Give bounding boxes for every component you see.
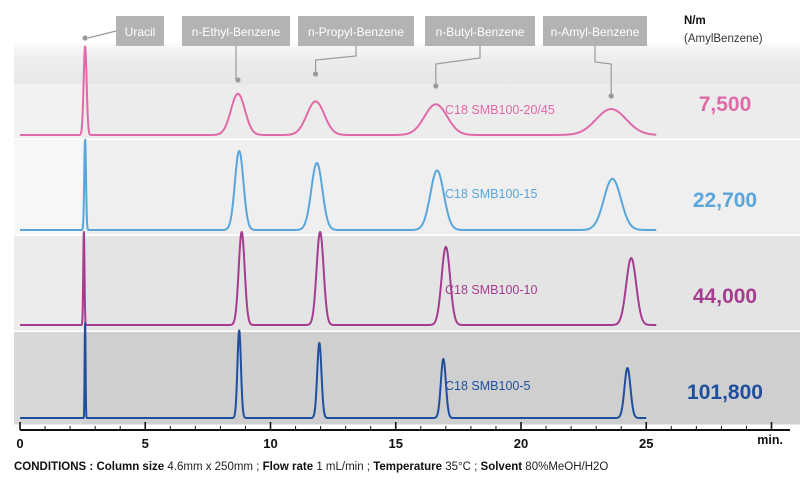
peak-callout-dot: [82, 35, 88, 41]
peak-label-box: [298, 16, 414, 46]
peak-callout-line: [87, 30, 117, 39]
nm-value: 7,500: [699, 93, 752, 116]
peak-callout-dot: [608, 93, 614, 99]
solvent-value: 80%MeOH/H2O: [525, 461, 609, 473]
solvent-label: Solvent: [480, 461, 523, 473]
column-size-value: 4.6mm x 250mm: [167, 461, 254, 473]
peak-label-5: n-Amyl-Benzene: [543, 16, 647, 99]
x-axis-label: min.: [757, 433, 783, 447]
x-tick-label: 25: [639, 436, 653, 451]
x-tick-label: 10: [263, 436, 277, 451]
peak-label-text: n-Butyl-Benzene: [436, 25, 525, 39]
panel-stripe: [207, 236, 334, 332]
panel-stripe: [207, 332, 334, 426]
peak-callout-line: [435, 46, 481, 86]
panel-stripe: [207, 140, 334, 236]
panel-stripe: [82, 140, 208, 236]
trace-3: [19, 231, 658, 326]
series-label: C18 SMB100-20/45: [445, 103, 555, 117]
panel-stripe: [333, 140, 459, 236]
panel-stripe: [82, 332, 208, 426]
peak-label-1: Uracil: [82, 16, 164, 46]
nm-value: 44,000: [693, 285, 757, 308]
flow-rate-label: Flow rate: [262, 461, 314, 473]
panel-stripe: [458, 140, 584, 236]
series-label: C18 SMB100-10: [445, 283, 537, 297]
peak-label-box: [543, 16, 647, 46]
nm-value: 101,800: [687, 381, 763, 404]
peak-callout-line: [314, 46, 357, 74]
temperature-label: Temperature: [373, 461, 443, 473]
separator: ;: [474, 461, 478, 473]
peak-label-text: n-Amyl-Benzene: [551, 25, 640, 39]
separator: ;: [256, 461, 260, 473]
panel-fade: [14, 44, 800, 84]
panel-stripe: [583, 236, 709, 332]
x-tick-label: 20: [514, 436, 528, 451]
trace-1: [19, 45, 658, 136]
peak-label-2: n-Ethyl-Benzene: [182, 16, 290, 83]
column-size-label: Column size: [96, 461, 165, 473]
nm-title: N/m: [684, 15, 706, 27]
panel-stripe: [458, 332, 584, 426]
series-label: C18 SMB100-5: [445, 379, 531, 393]
peak-label-4: n-Butyl-Benzene: [425, 16, 535, 89]
peak-callout-dot: [235, 77, 241, 83]
peak-callout-dot: [433, 83, 439, 89]
panel-stripe: [708, 332, 800, 426]
series-label: C18 SMB100-15: [445, 187, 537, 201]
trace-2: [19, 138, 658, 231]
peak-label-text: n-Ethyl-Benzene: [192, 25, 281, 39]
nm-subtitle: (AmylBenzene): [684, 33, 763, 45]
x-tick-label: 15: [389, 436, 403, 451]
panel-stripe: [82, 236, 208, 332]
panel-stripe: [458, 236, 584, 332]
panel-stripe: [583, 332, 709, 426]
peak-label-box: [425, 16, 535, 46]
x-tick-label: 5: [142, 436, 149, 451]
x-tick-label: 0: [16, 436, 23, 451]
panel-stripe: [708, 236, 800, 332]
peak-label-3: n-Propyl-Benzene: [298, 16, 414, 77]
peak-label-text: Uracil: [125, 25, 156, 39]
peak-label-box: [182, 16, 290, 46]
peak-callout-dot: [312, 71, 319, 77]
trace-4: [19, 322, 648, 419]
temperature-value: 35°C: [445, 461, 471, 473]
panel-stripe: [708, 140, 800, 236]
flow-rate-value: 1 mL/min: [316, 461, 364, 473]
conditions-text: CONDITIONS : Column size 4.6mm x 250mm ;…: [14, 461, 608, 473]
panel-stripe: [333, 236, 459, 332]
panel-stripe: [583, 140, 709, 236]
peak-label-box: [116, 16, 164, 46]
nm-value: 22,700: [693, 189, 757, 212]
peak-callout-line: [594, 46, 612, 96]
conditions-lead: CONDITIONS :: [14, 461, 94, 473]
panel-stripe: [333, 332, 459, 426]
separator: ;: [366, 461, 371, 473]
peak-label-text: n-Propyl-Benzene: [308, 25, 404, 39]
